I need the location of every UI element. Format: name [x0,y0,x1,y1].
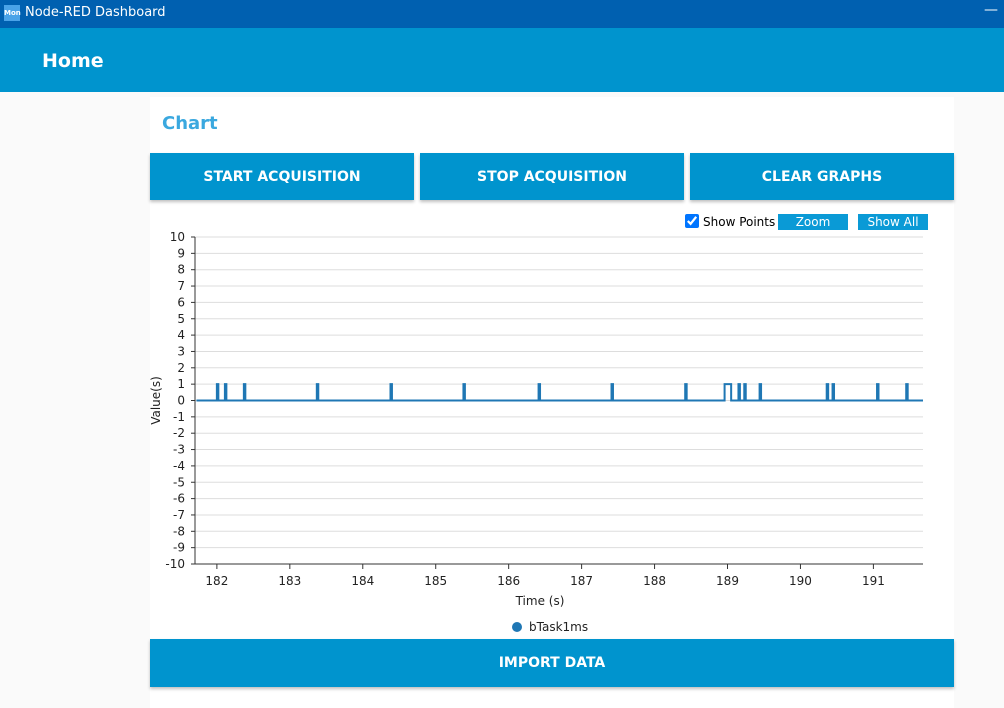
show-all-button[interactable]: Show All [858,214,928,230]
title-bar: Mon Node-RED Dashboard — [0,0,1004,28]
x-tick-label: 191 [862,574,885,588]
x-tick-label: 184 [351,574,374,588]
toolbar: Home [0,28,1004,92]
y-tick-label: 4 [177,328,185,342]
x-tick-label: 183 [278,574,301,588]
x-axis-label: Time (s) [515,594,565,608]
y-tick-label: 10 [170,230,185,244]
clear-button[interactable]: CLEAR GRAPHS [690,153,954,200]
minimize-button[interactable]: — [984,2,998,18]
data-line [196,383,923,402]
y-tick-label: 7 [177,279,185,293]
x-tick-label: 185 [424,574,447,588]
y-tick-label: 9 [177,246,185,260]
import-button[interactable]: IMPORT DATA [150,639,954,687]
y-tick-label: -2 [173,426,185,440]
x-tick-label: 188 [643,574,666,588]
x-tick-label: 189 [716,574,739,588]
zoom-button[interactable]: Zoom [778,214,848,230]
y-tick-label: -10 [165,557,185,571]
y-tick-label: -9 [173,541,185,555]
y-tick-label: -4 [173,459,185,473]
legend-marker [512,622,522,632]
show-points-checkbox[interactable] [685,214,699,228]
stop-button[interactable]: STOP ACQUISITION [420,153,684,200]
y-tick-label: 0 [177,394,185,408]
app-icon: Mon [4,5,21,21]
x-tick-label: 190 [789,574,812,588]
y-tick-label: -8 [173,524,185,538]
y-axis-label: Value(s) [150,376,163,425]
y-tick-label: -3 [173,443,185,457]
y-tick-label: 8 [177,263,185,277]
y-tick-label: 1 [177,377,185,391]
x-tick-label: 182 [205,574,228,588]
y-tick-label: -7 [173,508,185,522]
y-tick-label: -1 [173,410,185,424]
legend-label: bTask1ms [529,620,588,634]
y-tick-label: 2 [177,361,185,375]
show-points-label[interactable]: Show Points [703,215,776,229]
y-tick-label: -6 [173,492,185,506]
y-tick-label: 3 [177,344,185,358]
x-tick-label: 186 [497,574,520,588]
y-tick-label: 5 [177,312,185,326]
y-tick-label: 6 [177,295,185,309]
start-button[interactable]: START ACQUISITION [150,153,414,200]
page-title: Home [42,50,104,72]
y-tick-label: -5 [173,475,185,489]
window-title: Node-RED Dashboard [25,5,166,20]
card-title: Chart [162,113,218,134]
x-tick-label: 187 [570,574,593,588]
